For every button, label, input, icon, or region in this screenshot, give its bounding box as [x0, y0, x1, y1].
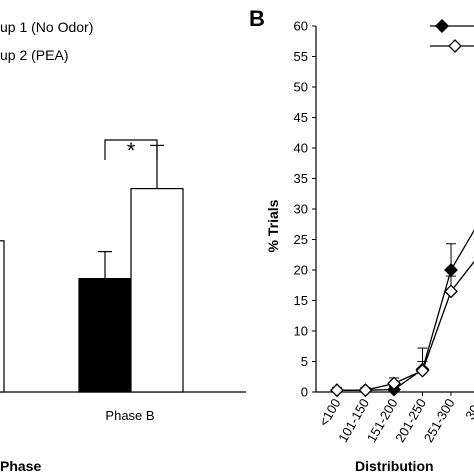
x-axis-title-b: Distribution — [355, 458, 434, 474]
legend-marker-filled-top — [435, 19, 449, 33]
panel-b: B 051015202530354045505560<100101-150151… — [249, 6, 474, 474]
x-tick-label-b-0: <100 — [316, 396, 344, 429]
panel-label-b: B — [249, 6, 265, 31]
x-tick-label-b-5: 301 — [462, 396, 474, 422]
legend-b — [430, 19, 474, 53]
y-tick-label-b-45: 45 — [294, 110, 308, 125]
y-axis-title-b: % Trials — [265, 199, 281, 252]
y-tick-label-b-60: 60 — [294, 19, 308, 34]
axes-b: 051015202530354045505560<100101-150151-2… — [294, 19, 474, 445]
legend-a: up 1 (No Odor) up 2 (PEA) — [0, 19, 93, 63]
significance-star: * — [127, 138, 136, 163]
point-b-2-2 — [387, 376, 401, 391]
point-b-2-0 — [330, 383, 344, 398]
y-tick-label-b-30: 30 — [294, 202, 308, 217]
y-tick-label-b-15: 15 — [294, 293, 308, 308]
bar-partial-left — [0, 240, 5, 393]
y-tick-label-b-55: 55 — [294, 49, 308, 64]
x-tick-label-phase-b: Phase B — [105, 408, 154, 423]
series-line-2 — [337, 260, 474, 391]
legend-marker-open — [448, 39, 462, 53]
point-b-2-1 — [358, 383, 373, 398]
y-tick-label-b-50: 50 — [294, 80, 308, 95]
x-axis-title-a: Phase — [0, 458, 41, 474]
significance-bracket — [104, 139, 158, 160]
bars-a: * — [0, 138, 246, 393]
y-tick-label-b-35: 35 — [294, 171, 308, 186]
bar-phase-b-series-1 — [78, 278, 132, 393]
series-line-1 — [337, 229, 474, 391]
legend-label-group-2: up 2 (PEA) — [0, 47, 68, 63]
point-b-2-3 — [415, 363, 430, 378]
panel-a: up 1 (No Odor) up 2 (PEA) * Phase B Phas… — [0, 19, 246, 474]
y-tick-label-b-5: 5 — [301, 354, 308, 369]
bar-phase-b-series-2 — [130, 188, 184, 393]
y-tick-label-b-25: 25 — [294, 232, 308, 247]
point-b-2-4 — [444, 284, 458, 299]
y-tick-label-b-20: 20 — [294, 263, 308, 278]
series-b — [330, 229, 474, 398]
y-tick-label-b-10: 10 — [294, 324, 308, 339]
legend-label-group-1: up 1 (No Odor) — [0, 19, 93, 35]
point-b-1-4 — [444, 263, 458, 277]
y-tick-label-b-40: 40 — [294, 141, 308, 156]
y-tick-label-b-0: 0 — [301, 385, 308, 400]
